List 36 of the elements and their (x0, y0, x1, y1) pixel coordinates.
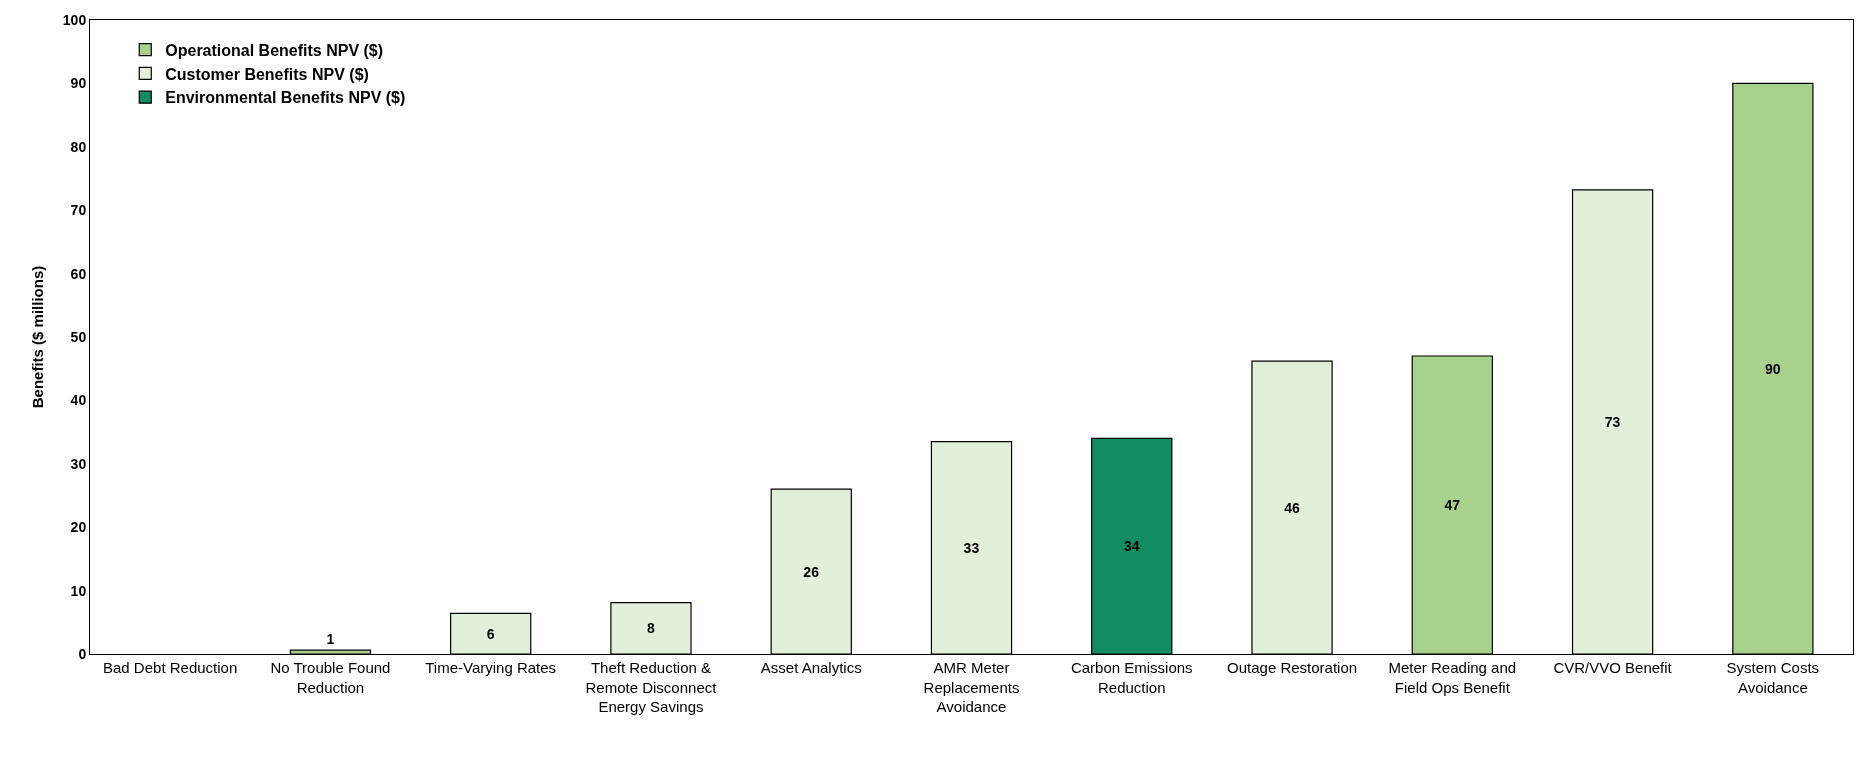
data-label: 1 (326, 631, 335, 648)
x-tick-label: Bad Debt Reduction (103, 659, 238, 676)
x-tick-label: Theft Reduction & Remote Disconnect Energy Savings (585, 659, 718, 715)
y-tick-label: 80 (70, 138, 87, 155)
data-label: 46 (1284, 499, 1300, 516)
data-label: 34 (1123, 538, 1140, 555)
y-tick-label: 30 (70, 455, 87, 472)
legend-label: Operational Benefits NPV ($) (165, 41, 384, 59)
x-tick-label: Carbon Emissions Reduction (1070, 659, 1193, 696)
data-label: 47 (1444, 497, 1461, 514)
data-label: 33 (963, 539, 980, 556)
y-tick-label: 50 (70, 328, 87, 345)
data-label: 6 (486, 625, 495, 642)
y-tick-label: 60 (70, 265, 87, 282)
data-label: 8 (646, 620, 655, 637)
y-tick-label: 70 (70, 202, 87, 219)
data-label: 90 (1764, 360, 1781, 377)
y-tick-label: 10 (70, 582, 87, 599)
y-tick-label: 20 (70, 519, 87, 536)
y-tick-label: 40 (70, 392, 87, 409)
legend-label: Customer Benefits NPV ($) (165, 65, 369, 83)
x-tick-label: Asset Analytics (760, 659, 862, 676)
x-tick-label: Meter Reading and Field Ops Benefit (1388, 659, 1517, 696)
y-tick-label: 90 (70, 75, 87, 92)
data-label: 26 (803, 563, 820, 580)
x-tick-label: AMR Meter Replacements Avoidance (923, 659, 1020, 715)
legend-label: Environmental Benefits NPV ($) (165, 89, 406, 107)
x-tick-label: Outage Restoration (1227, 659, 1358, 676)
x-tick-label: CVR/VVO Benefit (1553, 659, 1673, 676)
x-tick-label: Time-Varying Rates (425, 659, 557, 676)
y-axis-title: Benefits ($ millions) (29, 265, 47, 409)
y-tick-label: 0 (78, 645, 87, 662)
y-tick-label: 100 (62, 11, 87, 28)
data-label: 73 (1604, 413, 1621, 430)
x-tick-label: System Costs Avoidance (1726, 659, 1820, 696)
x-tick-label: No Trouble Found Reduction (270, 659, 391, 696)
